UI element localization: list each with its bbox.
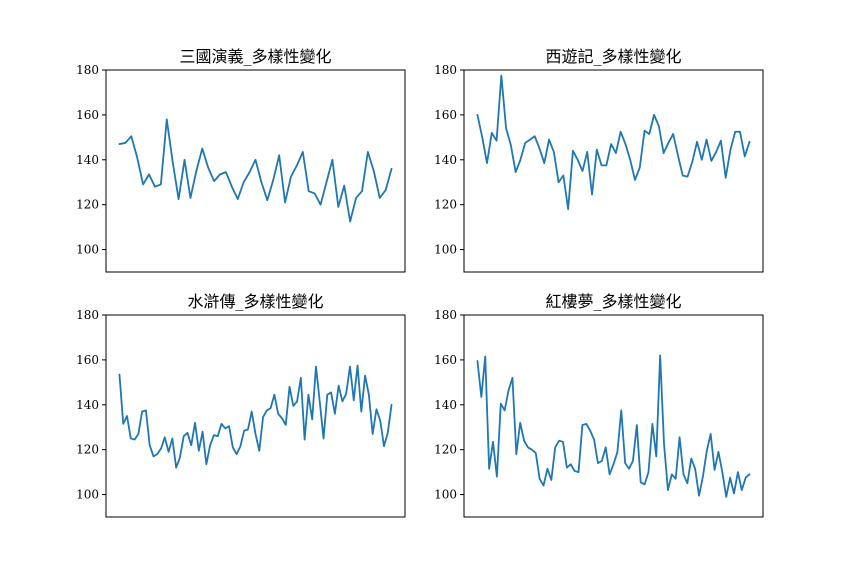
y-tick-label: 120 [434, 443, 457, 457]
y-tick-label: 140 [434, 153, 457, 167]
y-tick-label: 120 [434, 198, 457, 212]
y-tick-label: 100 [76, 488, 99, 502]
series-line-sanguo [118, 118, 393, 223]
chart-title-honglou: 紅樓夢_多樣性變化 [545, 292, 681, 311]
plot-frame-shuihu [105, 314, 406, 518]
plot-frame-xiyou [463, 69, 764, 273]
subplot-sanguo: 100 120 140 160 180 三國演義_多樣性變化 [76, 47, 406, 273]
series-line-shuihu [118, 364, 393, 469]
series-line-honglou [476, 354, 751, 498]
plot-frame-honglou [463, 314, 764, 518]
y-tick-label: 100 [434, 243, 457, 257]
chart-title-shuihu: 水滸傳_多樣性變化 [187, 292, 323, 311]
y-tick-label: 140 [434, 398, 457, 412]
y-tick-label: 180 [434, 308, 457, 322]
y-tick-label: 120 [76, 198, 99, 212]
y-tick-label: 100 [434, 488, 457, 502]
y-tick-label: 180 [76, 308, 99, 322]
y-tick-label: 120 [76, 443, 99, 457]
subplot-shuihu: 100 120 140 160 180 水滸傳_多樣性變化 [76, 292, 406, 518]
chart-title-sanguo: 三國演義_多樣性變化 [179, 47, 331, 66]
chart-title-xiyou: 西遊記_多樣性變化 [545, 47, 681, 66]
plot-frame-sanguo [105, 69, 406, 273]
series-line-xiyou [476, 74, 751, 211]
y-tick-label: 180 [434, 63, 457, 77]
y-tick-label: 180 [76, 63, 99, 77]
y-tick-label: 140 [76, 153, 99, 167]
y-tick-label: 160 [434, 108, 457, 122]
y-tick-label: 140 [76, 398, 99, 412]
y-tick-label: 100 [76, 243, 99, 257]
y-tick-label: 160 [76, 108, 99, 122]
subplot-honglou: 100 120 140 160 180 紅樓夢_多樣性變化 [434, 292, 764, 518]
y-tick-label: 160 [434, 353, 457, 367]
y-tick-label: 160 [76, 353, 99, 367]
subplot-xiyou: 100 120 140 160 180 西遊記_多樣性變化 [434, 47, 764, 273]
